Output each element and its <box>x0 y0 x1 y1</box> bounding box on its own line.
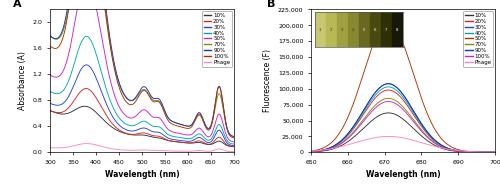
X-axis label: Wavelength (nm): Wavelength (nm) <box>366 171 440 180</box>
X-axis label: Wavelength (nm): Wavelength (nm) <box>104 171 180 180</box>
Y-axis label: Fluorescence (F): Fluorescence (F) <box>264 49 272 112</box>
Text: A: A <box>13 0 22 8</box>
Legend: 10%, 20%, 30%, 40%, 50%, 70%, 90%, 100%, Phage: 10%, 20%, 30%, 40%, 50%, 70%, 90%, 100%,… <box>463 11 494 67</box>
Y-axis label: Absorbance (A): Absorbance (A) <box>18 51 27 110</box>
Legend: 10%, 20%, 30%, 40%, 50%, 70%, 90%, 100%, Phage: 10%, 20%, 30%, 40%, 50%, 70%, 90%, 100%,… <box>202 11 232 67</box>
Text: B: B <box>267 0 276 8</box>
